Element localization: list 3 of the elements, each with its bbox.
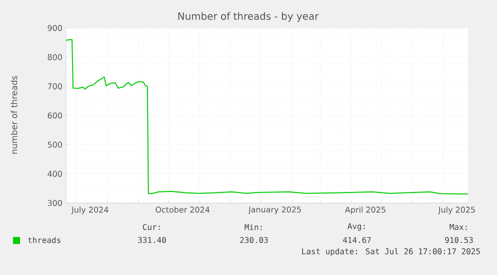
y-axis-title: number of threads	[10, 76, 18, 154]
chart-title: Number of threads - by year	[178, 12, 319, 22]
line-series	[66, 39, 468, 194]
